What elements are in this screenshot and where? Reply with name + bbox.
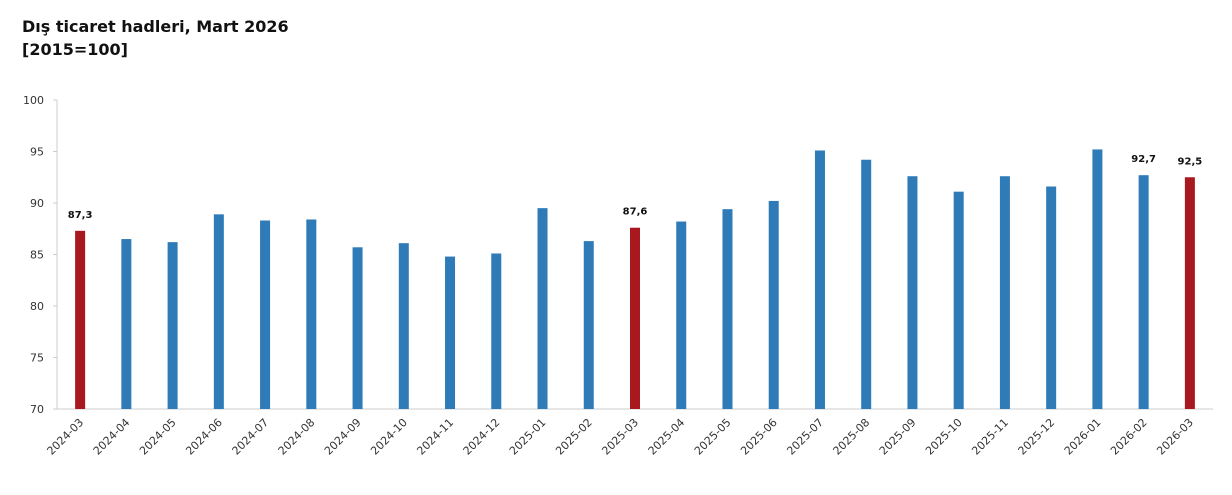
x-tick-label: 2024-04	[91, 416, 133, 458]
x-tick-label: 2025-01	[507, 416, 549, 458]
value-label: 87,3	[68, 210, 93, 221]
bar	[814, 150, 825, 409]
bar	[722, 209, 733, 409]
bar	[445, 256, 456, 409]
bar	[1046, 186, 1057, 409]
value-label: 87,6	[623, 207, 648, 218]
x-tick-label: 2024-10	[368, 416, 410, 458]
bar	[999, 176, 1010, 409]
y-tick-label: 100	[23, 94, 44, 107]
bar	[907, 176, 918, 409]
y-tick-label: 80	[30, 300, 44, 313]
x-tick-label: 2025-03	[599, 416, 641, 458]
x-tick-label: 2026-01	[1062, 416, 1104, 458]
bar	[1138, 175, 1149, 409]
x-tick-label: 2026-03	[1154, 416, 1196, 458]
bar	[306, 219, 317, 409]
x-tick-label: 2024-08	[276, 416, 318, 458]
x-tick-label: 2025-11	[969, 416, 1011, 458]
chart-subtitle: [2015=100]	[22, 40, 128, 59]
bar	[1184, 177, 1195, 409]
bar	[676, 221, 687, 409]
y-tick-label: 85	[30, 249, 44, 262]
x-tick-label: 2025-06	[738, 416, 780, 458]
x-tick-label: 2024-11	[414, 416, 456, 458]
bar	[213, 214, 224, 409]
bar	[953, 191, 964, 409]
x-tick-label: 2025-04	[646, 416, 688, 458]
bar	[167, 242, 178, 409]
bar	[260, 220, 271, 409]
x-tick-label: 2024-05	[137, 416, 179, 458]
x-tick-label: 2024-09	[322, 416, 364, 458]
bar	[75, 230, 86, 409]
bar	[861, 159, 872, 409]
bar	[630, 227, 640, 409]
x-tick-label: 2024-06	[183, 416, 225, 458]
x-tick-label: 2025-12	[1016, 416, 1058, 458]
x-tick-label: 2026-02	[1108, 416, 1150, 458]
x-tick-label: 2024-12	[461, 416, 503, 458]
bar	[398, 243, 409, 409]
value-label: 92,7	[1131, 154, 1156, 165]
value-label: 92,5	[1178, 156, 1203, 167]
y-tick-label: 95	[30, 146, 44, 159]
bar	[583, 241, 594, 409]
bar	[491, 253, 502, 409]
bar	[1092, 149, 1103, 409]
x-tick-label: 2025-05	[692, 416, 734, 458]
bar	[121, 239, 132, 409]
y-tick-label: 75	[30, 352, 44, 365]
bar	[537, 208, 548, 409]
x-tick-label: 2024-03	[45, 416, 87, 458]
x-tick-label: 2025-10	[923, 416, 965, 458]
x-tick-label: 2024-07	[230, 416, 272, 458]
x-tick-label: 2025-09	[877, 416, 919, 458]
x-tick-label: 2025-07	[784, 416, 826, 458]
x-tick-label: 2025-02	[553, 416, 595, 458]
x-tick-label: 2025-08	[831, 416, 873, 458]
bar	[352, 247, 363, 409]
y-tick-label: 90	[30, 197, 44, 210]
y-tick-label: 70	[30, 403, 44, 416]
chart-title: Dış ticaret hadleri, Mart 2026	[22, 17, 289, 36]
bar	[768, 200, 779, 409]
